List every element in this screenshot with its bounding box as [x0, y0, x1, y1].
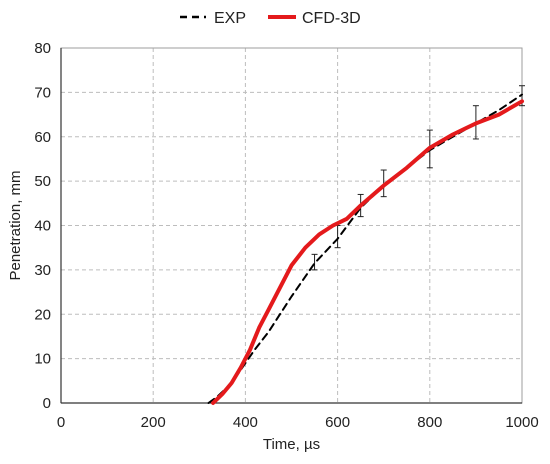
series-line-cfd-3d — [211, 99, 524, 405]
series-line-exp — [207, 93, 523, 404]
y-tick-label: 10 — [34, 351, 51, 368]
x-tick-label: 400 — [233, 414, 258, 431]
plot-frame — [60, 47, 523, 404]
tick-labels: 0 200 400 600 800 1000 0 10 20 30 40 50 60 70 80 — [34, 40, 538, 431]
axes — [60, 47, 523, 404]
y-tick-label: 0 — [43, 395, 51, 412]
x-tick-label: 1000 — [505, 414, 538, 431]
y-tick-label: 40 — [34, 218, 51, 235]
x-tick-label: 600 — [325, 414, 350, 431]
y-tick-label: 70 — [34, 84, 51, 101]
x-axis-title: Time, µs — [263, 436, 320, 453]
legend-label-exp: EXP — [214, 10, 246, 27]
y-tick-label: 60 — [34, 129, 51, 146]
legend-label-cfd: CFD-3D — [302, 10, 361, 27]
x-tick-label: 0 — [57, 414, 65, 431]
series-group — [207, 85, 525, 405]
y-tick-label: 30 — [34, 262, 51, 279]
legend: EXP CFD-3D — [180, 10, 361, 27]
x-tick-label: 200 — [141, 414, 166, 431]
y-axis-title: Penetration, mm — [7, 170, 24, 280]
x-tick-label: 800 — [417, 414, 442, 431]
y-tick-label: 80 — [34, 40, 51, 57]
y-tick-label: 50 — [34, 173, 51, 190]
y-tick-label: 20 — [34, 306, 51, 323]
gridlines — [61, 47, 523, 403]
